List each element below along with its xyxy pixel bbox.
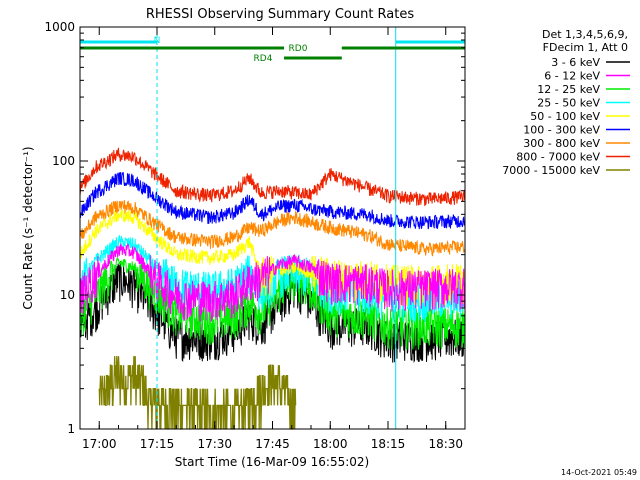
chart-title: RHESSI Observing Summary Count Rates — [146, 7, 415, 22]
timestamp: 14-Oct-2021 05:49 — [561, 468, 637, 477]
legend-label: 25 - 50 keV — [537, 97, 600, 110]
legend-label: 100 - 300 keV — [523, 124, 600, 137]
x-tick-label: 18:15 — [371, 437, 406, 451]
y-tick-label: 100 — [52, 154, 75, 168]
x-tick-label: 17:30 — [197, 437, 232, 451]
flag-label-n: N — [154, 36, 161, 46]
series-line-7 — [79, 147, 466, 207]
flag-label-rd0: RD0 — [289, 44, 308, 54]
y-tick-label: 1 — [67, 422, 75, 436]
x-axis-label: Start Time (16-Mar-09 16:55:02) — [175, 455, 369, 469]
axes: 17:00 17:15 17:30 17:45 18:00 18:15 18:30 1 10 10… — [44, 20, 466, 451]
series-line-6 — [79, 199, 466, 257]
x-tick-label: 18:30 — [428, 437, 463, 451]
legend-label: 800 - 7000 keV — [516, 151, 600, 164]
x-tick-label: 17:45 — [255, 437, 290, 451]
legend-label: 50 - 100 keV — [530, 110, 600, 123]
legend-header: Det 1,3,4,5,6,9, — [542, 28, 628, 41]
flag-bars: N RD0 RD4 — [79, 27, 466, 429]
y-tick-label: 10 — [60, 288, 75, 302]
legend-label: 3 - 6 keV — [551, 56, 600, 69]
y-tick-label: 1000 — [44, 20, 75, 34]
series-line-8 — [98, 356, 297, 430]
legend-header: FDecim 1, Att 0 — [543, 41, 628, 54]
x-tick-label: 17:00 — [82, 437, 117, 451]
series-line-5 — [79, 172, 466, 230]
legend-label: 12 - 25 keV — [537, 83, 600, 96]
series-line-1 — [79, 242, 466, 323]
x-tick-label: 18:00 — [313, 437, 348, 451]
flag-label-rd4: RD4 — [254, 54, 273, 64]
legend: Det 1,3,4,5,6,9,FDecim 1, Att 0 3 - 6 keV… — [502, 28, 630, 177]
x-tick-label: 17:15 — [140, 437, 175, 451]
legend-label: 300 - 800 keV — [523, 137, 600, 150]
legend-label: 7000 - 15000 keV — [502, 164, 600, 177]
legend-label: 6 - 12 keV — [544, 70, 600, 83]
y-axis-label: Count Rate (s⁻¹ detector⁻¹) — [21, 146, 35, 309]
data-layer — [79, 147, 466, 430]
